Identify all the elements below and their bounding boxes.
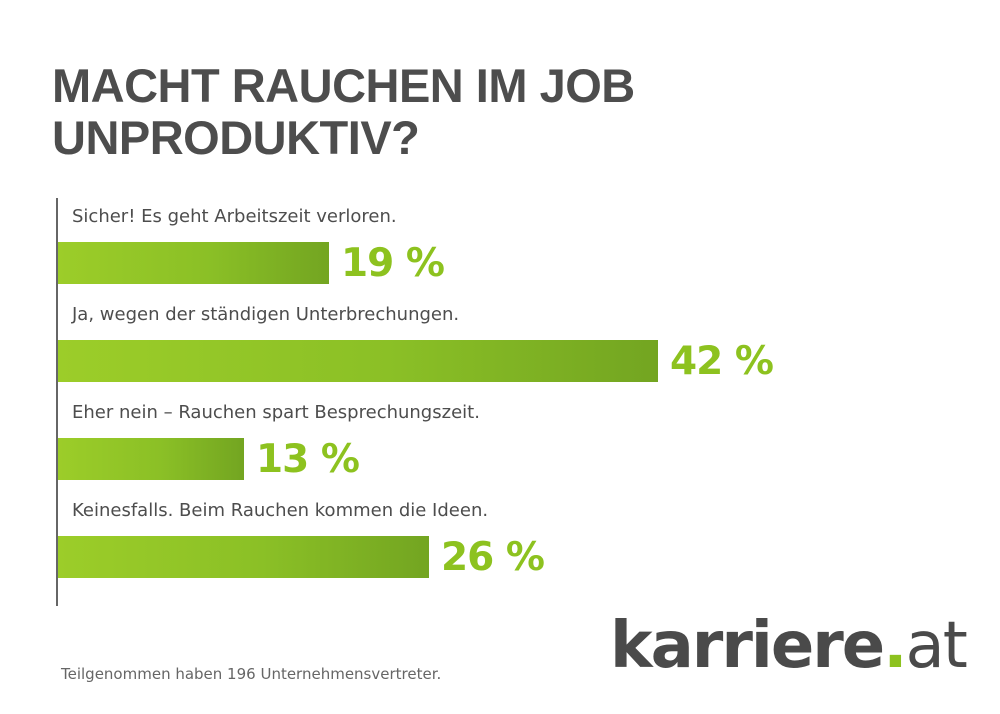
bar (58, 536, 429, 578)
karriere-logo: karriere.at (610, 606, 968, 686)
bar (58, 438, 244, 480)
category-label: Sicher! Es geht Arbeitszeit verloren. (72, 206, 397, 227)
value-label: 26 % (441, 535, 545, 580)
logo-tld: at (905, 609, 968, 683)
footnote: Teilgenommen haben 196 Unternehmensvertr… (61, 665, 442, 683)
logo-dot: . (883, 609, 907, 683)
value-label: 19 % (341, 241, 445, 286)
category-label: Keinesfalls. Beim Rauchen kommen die Ide… (72, 500, 489, 521)
category-label: Ja, wegen der ständigen Unterbrechungen. (72, 304, 460, 325)
value-label: 13 % (256, 437, 360, 482)
bar (58, 242, 329, 284)
chart-title-line-1: MACHT RAUCHEN IM JOB (52, 59, 635, 112)
value-label: 42 % (670, 339, 774, 384)
y-axis-line (56, 198, 58, 606)
chart-title-line-2: UNPRODUKTIV? (52, 111, 420, 164)
logo-name: karriere (610, 609, 885, 683)
category-label: Eher nein – Rauchen spart Besprechungsze… (72, 402, 480, 423)
bar (58, 340, 658, 382)
